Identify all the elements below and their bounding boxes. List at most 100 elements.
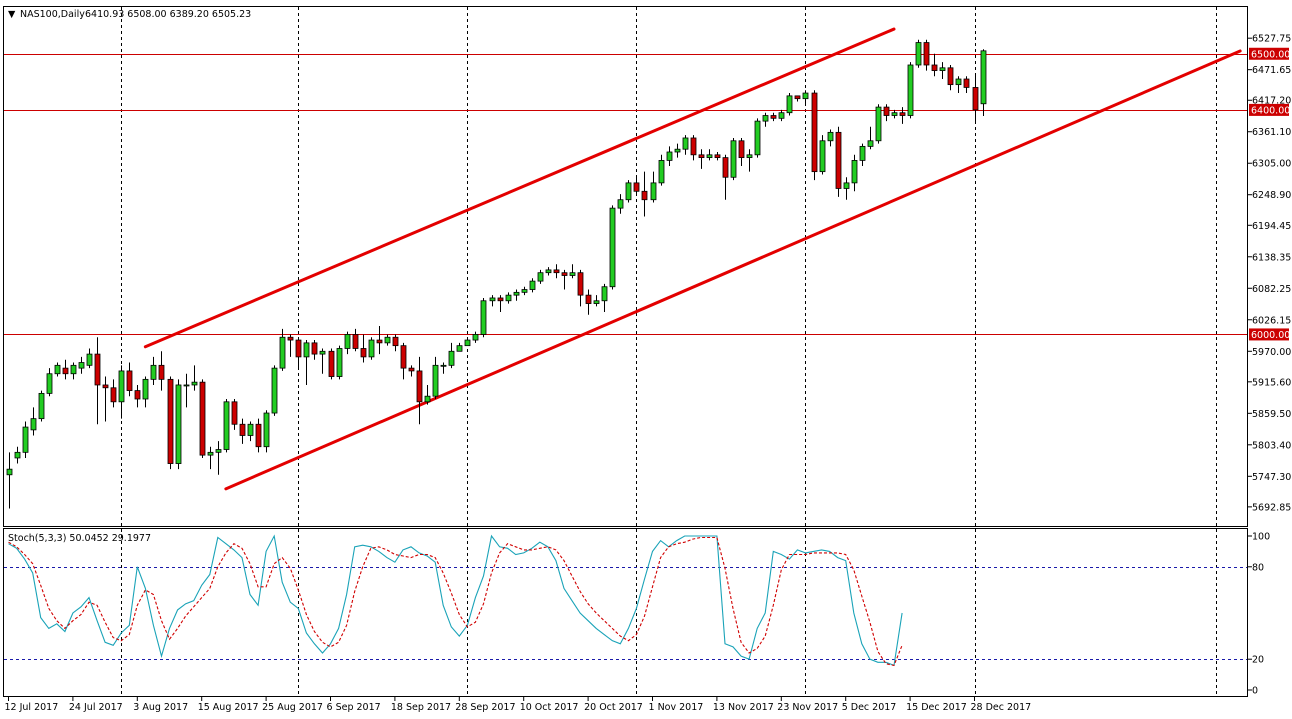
bearish-candle xyxy=(102,384,109,389)
bullish-candle xyxy=(939,67,946,72)
bearish-candle xyxy=(585,294,592,304)
bearish-candle xyxy=(167,378,174,464)
ohlc-readout: 6410.93 6508.00 6389.20 6505.23 xyxy=(85,9,251,20)
bullish-candle xyxy=(247,423,254,436)
bullish-candle xyxy=(658,160,665,184)
bearish-candle xyxy=(794,95,801,100)
date-tick-label: 18 Sep 2017 xyxy=(391,702,451,713)
stoch-title: Stoch(5,3,3) 50.0452 29.1977 xyxy=(8,533,151,544)
bullish-candle xyxy=(118,370,125,403)
bullish-candle xyxy=(440,364,447,367)
stoch-main-line xyxy=(8,534,903,667)
bullish-candle xyxy=(521,289,528,293)
bearish-candle xyxy=(231,401,238,425)
bullish-candle xyxy=(30,418,37,431)
bullish-candle xyxy=(730,140,737,178)
bullish-candle xyxy=(513,291,520,296)
date-tick-label: 25 Aug 2017 xyxy=(262,702,323,713)
bearish-candle xyxy=(923,42,930,66)
bearish-candle xyxy=(633,182,640,192)
bearish-candle xyxy=(62,367,69,375)
price-tick-label: 6361.10 xyxy=(1252,127,1291,138)
bearish-candle xyxy=(738,140,745,159)
bullish-candle xyxy=(480,300,487,335)
bearish-candle xyxy=(392,336,399,347)
bullish-candle xyxy=(263,412,270,448)
bullish-candle xyxy=(215,449,222,453)
symbol-title: NAS100,Daily xyxy=(20,9,85,20)
bullish-candle xyxy=(955,78,962,86)
bearish-candle xyxy=(947,67,954,86)
channel-line-upper[interactable] xyxy=(143,27,896,349)
bearish-candle xyxy=(126,370,133,391)
bullish-candle xyxy=(456,345,463,352)
bullish-candle xyxy=(537,272,544,282)
bearish-candle xyxy=(416,370,423,403)
bullish-candle xyxy=(851,160,858,184)
bullish-candle xyxy=(86,353,93,366)
bullish-candle xyxy=(344,334,351,349)
bullish-candle xyxy=(859,145,866,161)
bullish-candle xyxy=(6,468,13,476)
bullish-candle xyxy=(545,269,552,274)
bullish-candle xyxy=(336,348,343,377)
bearish-candle xyxy=(770,115,777,119)
bearish-candle xyxy=(360,348,367,358)
bearish-candle xyxy=(134,390,141,400)
date-tick-label: 12 Jul 2017 xyxy=(5,702,59,713)
bullish-candle xyxy=(843,182,850,189)
bullish-candle xyxy=(303,342,310,358)
level-price-tag xyxy=(1249,328,1289,341)
bearish-candle xyxy=(553,269,560,274)
date-tick-label: 28 Dec 2017 xyxy=(971,702,1032,713)
bullish-candle xyxy=(819,140,826,173)
bullish-candle xyxy=(464,339,471,347)
stoch-signal-line xyxy=(8,536,903,667)
bearish-candle xyxy=(963,78,970,88)
bearish-candle xyxy=(94,353,101,386)
level-price-tag xyxy=(1249,47,1289,60)
bearish-candle xyxy=(239,423,246,436)
bearish-candle xyxy=(811,92,818,173)
date-tick-label: 15 Aug 2017 xyxy=(198,702,259,713)
bearish-candle xyxy=(352,334,359,349)
bearish-candle xyxy=(328,350,335,377)
bullish-candle xyxy=(569,272,576,276)
bullish-candle xyxy=(593,300,600,304)
bullish-candle xyxy=(674,148,681,153)
bullish-candle xyxy=(891,112,898,116)
date-tick-label: 6 Sep 2017 xyxy=(327,702,381,713)
bullish-candle xyxy=(319,350,326,355)
bullish-candle xyxy=(666,151,673,161)
bullish-candle xyxy=(368,339,375,358)
channel-line-lower[interactable] xyxy=(224,49,1242,491)
date-tick-label: 23 Nov 2017 xyxy=(777,702,838,713)
price-tick-label: 6305.00 xyxy=(1252,159,1291,170)
bullish-candle xyxy=(46,373,53,394)
level-price-tag xyxy=(1249,103,1289,116)
bearish-candle xyxy=(311,342,318,355)
price-tick-label: 5915.60 xyxy=(1252,377,1291,388)
bullish-candle xyxy=(746,154,753,159)
price-tick-label: 6417.20 xyxy=(1252,96,1291,107)
date-tick-label: 1 Nov 2017 xyxy=(649,702,704,713)
bullish-candle xyxy=(70,364,77,375)
date-tick-label: 20 Oct 2017 xyxy=(584,702,643,713)
price-tick-label: 6082.25 xyxy=(1252,284,1291,295)
bearish-candle xyxy=(199,381,206,456)
price-tick-label: 5692.85 xyxy=(1252,502,1291,513)
date-tick-label: 24 Jul 2017 xyxy=(69,702,123,713)
price-tick-label: 6026.15 xyxy=(1252,315,1291,326)
bullish-candle xyxy=(183,384,190,387)
symbol-dropdown-arrow[interactable]: ▼ xyxy=(8,9,16,20)
bullish-candle xyxy=(601,286,608,302)
bullish-candle xyxy=(279,336,286,369)
bearish-candle xyxy=(561,272,568,276)
bullish-candle xyxy=(207,451,214,456)
date-tick-label: 13 Nov 2017 xyxy=(713,702,774,713)
bearish-candle xyxy=(376,339,383,344)
bearish-candle xyxy=(295,339,302,358)
price-tick-label: 5803.40 xyxy=(1252,440,1291,451)
bearish-candle xyxy=(408,367,415,372)
bullish-candle xyxy=(915,42,922,66)
